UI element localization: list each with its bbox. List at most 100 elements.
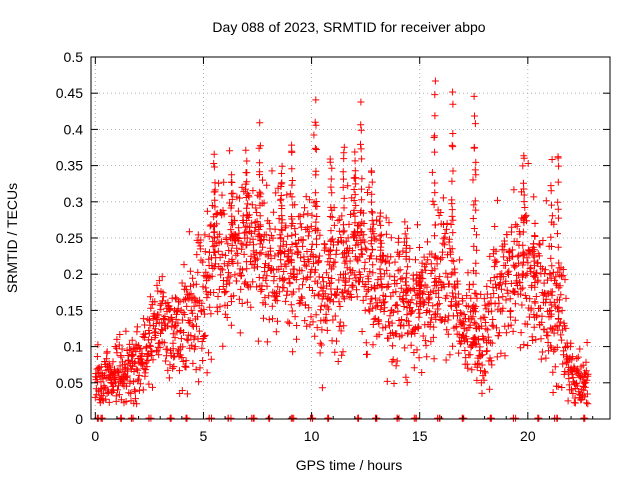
- data-point: [449, 130, 457, 137]
- data-point: [473, 231, 480, 239]
- data-point: [147, 352, 155, 359]
- data-point: [139, 386, 147, 394]
- data-point: [558, 272, 565, 280]
- data-point: [286, 280, 294, 288]
- data-point: [226, 147, 234, 155]
- data-point: [308, 211, 316, 219]
- data-point: [271, 252, 279, 260]
- data-point: [306, 196, 314, 204]
- data-point: [280, 284, 288, 292]
- data-point: [195, 327, 203, 335]
- data-point: [471, 112, 478, 120]
- data-point: [483, 347, 491, 355]
- data-point: [414, 221, 421, 229]
- data-point: [333, 246, 341, 254]
- data-point: [358, 218, 366, 226]
- data-point: [142, 366, 150, 374]
- data-point: [261, 294, 269, 302]
- data-point: [350, 234, 358, 242]
- data-point: [367, 237, 375, 245]
- data-point: [338, 212, 346, 220]
- data-point: [558, 307, 566, 315]
- data-point: [182, 363, 190, 371]
- data-point: [203, 369, 211, 377]
- data-point: [542, 354, 550, 362]
- data-point: [188, 321, 196, 329]
- data-point: [201, 331, 209, 339]
- data-point: [368, 246, 376, 254]
- data-point: [492, 247, 500, 255]
- data-point: [490, 274, 498, 281]
- data-point: [155, 277, 163, 285]
- data-point: [211, 179, 219, 187]
- data-point: [267, 247, 274, 255]
- data-point: [146, 341, 154, 349]
- data-point: [431, 179, 439, 187]
- data-point: [312, 198, 320, 205]
- data-point: [352, 174, 360, 182]
- data-point: [283, 291, 291, 299]
- data-point: [355, 414, 362, 422]
- data-point: [520, 215, 528, 223]
- data-point: [492, 258, 500, 266]
- data-point: [552, 280, 560, 288]
- data-point: [553, 343, 561, 351]
- data-point: [519, 284, 527, 292]
- data-point: [368, 198, 375, 206]
- data-point: [211, 222, 218, 230]
- data-point: [553, 296, 561, 304]
- data-point: [366, 268, 374, 276]
- data-point: [326, 213, 334, 220]
- data-point: [369, 261, 377, 269]
- data-point: [269, 234, 277, 242]
- data-point: [389, 308, 397, 316]
- data-point: [387, 253, 395, 261]
- data-point: [528, 281, 536, 289]
- data-point: [145, 329, 153, 337]
- data-point: [352, 180, 360, 188]
- data-point: [559, 266, 567, 273]
- data-point: [471, 166, 479, 174]
- data-point: [254, 263, 261, 271]
- data-point: [389, 342, 397, 350]
- data-point: [395, 234, 403, 242]
- data-point: [356, 221, 364, 229]
- data-point: [508, 246, 516, 254]
- data-point: [341, 249, 348, 257]
- data-point: [106, 363, 114, 371]
- data-point: [278, 212, 286, 220]
- data-point: [384, 282, 392, 290]
- data-point: [574, 368, 582, 376]
- data-point: [288, 193, 296, 201]
- data-point: [100, 383, 108, 391]
- data-point: [381, 298, 389, 306]
- y-tick-label: 0.05: [56, 375, 83, 391]
- data-point: [353, 286, 360, 294]
- data-point: [334, 217, 342, 224]
- data-point: [147, 304, 155, 312]
- data-point: [283, 191, 291, 199]
- data-point: [257, 287, 265, 295]
- data-point: [547, 233, 555, 241]
- data-point: [278, 219, 286, 227]
- data-point: [357, 121, 365, 129]
- data-point: [462, 335, 470, 343]
- data-point: [519, 273, 526, 281]
- data-point: [129, 351, 137, 359]
- data-point: [530, 240, 537, 248]
- data-point: [297, 223, 305, 231]
- data-point: [216, 303, 224, 311]
- data-point: [188, 341, 196, 349]
- data-point: [543, 328, 551, 336]
- data-point: [228, 212, 236, 220]
- data-point: [206, 303, 214, 311]
- data-point: [316, 252, 324, 260]
- data-point: [293, 335, 300, 343]
- data-point: [442, 356, 450, 364]
- data-point: [377, 221, 385, 229]
- data-point: [204, 274, 212, 282]
- data-point: [320, 278, 328, 286]
- data-point: [198, 338, 206, 345]
- data-point: [164, 299, 172, 307]
- data-point: [176, 298, 184, 306]
